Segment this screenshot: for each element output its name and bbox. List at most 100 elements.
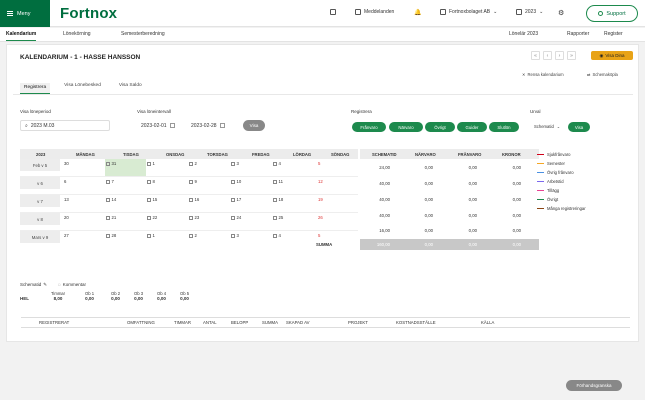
- checkbox-icon[interactable]: [273, 234, 277, 238]
- checkbox-icon[interactable]: [189, 162, 193, 166]
- day-cell[interactable]: 11: [273, 179, 283, 184]
- day-cell[interactable]: 28: [106, 233, 116, 238]
- day-cell[interactable]: 9: [189, 179, 197, 184]
- checkbox-icon[interactable]: [231, 234, 235, 238]
- checkbox-icon[interactable]: [147, 180, 151, 184]
- day-cell[interactable]: 4: [273, 233, 281, 238]
- from-date-input[interactable]: 2023-02-01: [137, 120, 183, 131]
- support-button[interactable]: Support: [586, 5, 638, 22]
- day-cell[interactable]: 13: [64, 197, 69, 202]
- last-icon[interactable]: »: [567, 51, 576, 60]
- day-cell[interactable]: 15: [147, 197, 157, 202]
- tab-kalendarium[interactable]: Kalendarium: [6, 31, 37, 41]
- day-cell[interactable]: 8: [147, 179, 155, 184]
- day-cell[interactable]: 2: [189, 233, 197, 238]
- checkbox-icon[interactable]: [273, 162, 277, 166]
- checkbox-icon[interactable]: [189, 216, 193, 220]
- checkbox-icon[interactable]: [231, 162, 235, 166]
- rapporter-menu[interactable]: Rapporter: [567, 31, 590, 37]
- period-input[interactable]: ⌕ 2023 M.03: [20, 120, 110, 131]
- day-cell[interactable]: 5: [318, 233, 321, 238]
- day-cell[interactable]: 4: [273, 161, 281, 166]
- narvaro-button[interactable]: Närvaro: [389, 122, 423, 132]
- day-cell[interactable]: 16: [189, 197, 199, 202]
- first-icon[interactable]: «: [531, 51, 540, 60]
- rensa-kalendarium-link[interactable]: ✕ Rensa kalendarium: [522, 72, 564, 77]
- visa-dina-button[interactable]: ◉ Visa Dina: [591, 51, 633, 60]
- to-date-input[interactable]: 2023-02-28: [187, 120, 233, 131]
- day-cell[interactable]: 19: [318, 197, 323, 202]
- day-cell[interactable]: 1: [147, 161, 155, 166]
- day-cell[interactable]: 12: [318, 179, 323, 184]
- checkbox-icon[interactable]: [273, 216, 277, 220]
- checkbox-icon[interactable]: [106, 234, 110, 238]
- checkbox-icon[interactable]: [273, 180, 277, 184]
- checkbox-icon[interactable]: [106, 198, 110, 202]
- tab-semesterberedning[interactable]: Semesterberedning: [121, 31, 165, 37]
- checkbox-icon[interactable]: [231, 180, 235, 184]
- next-icon[interactable]: ›: [555, 51, 564, 60]
- day-cell[interactable]: 21: [106, 215, 116, 220]
- schemakopla-link[interactable]: ⇄ Schemaköpla: [587, 72, 618, 77]
- shop-button[interactable]: [330, 9, 336, 15]
- day-cell[interactable]: 14: [106, 197, 116, 202]
- prev-icon[interactable]: ‹: [543, 51, 552, 60]
- checkbox-icon[interactable]: [231, 198, 235, 202]
- day-cell[interactable]: 7: [106, 179, 114, 184]
- day-cell[interactable]: 25: [273, 215, 283, 220]
- checkbox-icon[interactable]: [106, 180, 110, 184]
- day-cell[interactable]: 6: [64, 179, 67, 184]
- checkbox-icon[interactable]: [273, 198, 277, 202]
- kommentar-link[interactable]: ◌ Kommentar: [58, 282, 86, 287]
- guider-button[interactable]: Guider: [457, 122, 487, 132]
- company-selector[interactable]: Fortnoxbolaget AB ⌄: [440, 9, 497, 15]
- checkbox-icon[interactable]: [147, 234, 151, 238]
- day-cell[interactable]: 17: [231, 197, 241, 202]
- checkbox-icon[interactable]: [189, 198, 193, 202]
- checkbox-icon[interactable]: [231, 216, 235, 220]
- schematid-link[interactable]: Schematid ✎: [20, 282, 47, 288]
- day-number: 11: [278, 179, 283, 184]
- ovrigt-button[interactable]: Övrigt: [425, 122, 455, 132]
- checkbox-icon[interactable]: [189, 234, 193, 238]
- day-cell[interactable]: 10: [231, 179, 241, 184]
- day-cell[interactable]: 5: [318, 161, 321, 166]
- urval-visa-button[interactable]: Visa: [568, 122, 590, 132]
- settings-button[interactable]: ⚙: [558, 9, 564, 17]
- menu-button[interactable]: Meny: [0, 0, 50, 27]
- register-menu[interactable]: Register: [604, 31, 623, 37]
- messages-button[interactable]: Meddelanden: [355, 9, 394, 15]
- tab-registrera[interactable]: Registrera: [20, 83, 51, 94]
- checkbox-icon[interactable]: [106, 162, 110, 166]
- tab-visa-lonebesked[interactable]: Visa Lönebesked: [64, 83, 101, 88]
- visa-interval-button[interactable]: Visa: [243, 120, 265, 131]
- calendar-icon: [219, 123, 225, 128]
- tab-visa-saldo[interactable]: Visa Saldo: [118, 83, 142, 88]
- checkbox-icon[interactable]: [189, 180, 193, 184]
- day-cell[interactable]: 24: [231, 215, 241, 220]
- day-cell[interactable]: 3: [231, 233, 239, 238]
- year-selector[interactable]: 2023 ⌄: [516, 9, 543, 15]
- day-cell[interactable]: 22: [147, 215, 157, 220]
- day-cell[interactable]: 23: [189, 215, 199, 220]
- forhandsgranska-button[interactable]: Förhandsgranska: [566, 380, 622, 391]
- checkbox-icon[interactable]: [147, 198, 151, 202]
- lonelar-selector[interactable]: Lönelär 2023: [509, 31, 539, 37]
- tab-lonekorning[interactable]: Lönekörning: [63, 31, 91, 37]
- day-cell[interactable]: 26: [318, 215, 323, 220]
- slutlon-button[interactable]: Slutlön: [489, 122, 519, 132]
- checkbox-icon[interactable]: [147, 216, 151, 220]
- total-kronor: 0,00: [512, 242, 521, 247]
- day-cell[interactable]: 2: [189, 161, 197, 166]
- checkbox-icon[interactable]: [147, 162, 151, 166]
- day-cell[interactable]: 31: [106, 161, 116, 166]
- day-cell[interactable]: 27: [64, 233, 69, 238]
- notifications-button[interactable]: 🔔: [414, 9, 421, 16]
- day-cell[interactable]: 1: [147, 233, 155, 238]
- day-cell[interactable]: 20: [64, 215, 69, 220]
- day-cell[interactable]: 3: [231, 161, 239, 166]
- urval-select[interactable]: Schematid ⌄: [530, 121, 566, 132]
- day-cell[interactable]: 18: [273, 197, 283, 202]
- franvaro-button[interactable]: Frånvaro: [352, 122, 386, 132]
- checkbox-icon[interactable]: [106, 216, 110, 220]
